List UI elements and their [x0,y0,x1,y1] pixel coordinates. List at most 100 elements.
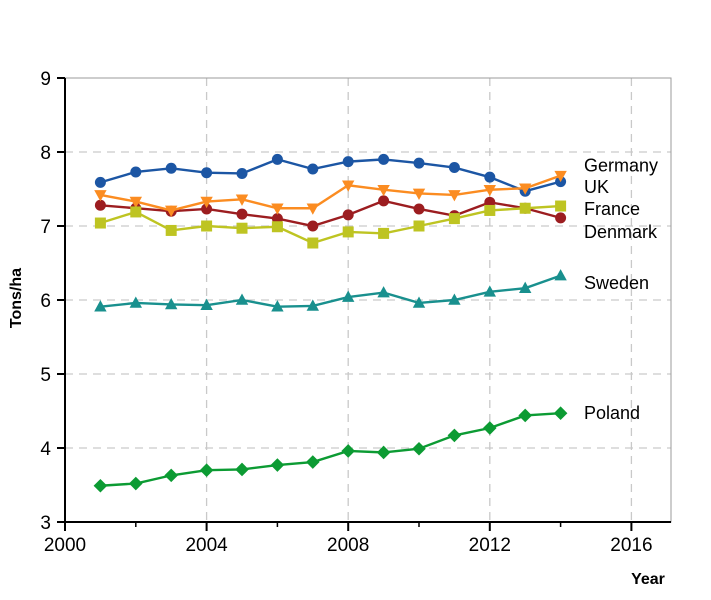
data-point [555,212,567,224]
data-point [342,209,354,221]
data-point [519,281,532,293]
series-label: Poland [584,403,640,423]
data-point [200,196,213,209]
data-point [342,180,355,192]
data-point [235,293,249,305]
x-axis-title: Year [631,571,665,588]
data-point [448,293,461,305]
data-point [376,445,391,460]
data-point [165,205,178,217]
data-point [448,190,461,202]
series-label: UK [584,177,609,197]
data-point [484,171,496,183]
series-label: France [584,199,640,219]
data-point [271,153,283,165]
data-point [93,478,108,493]
series-poland [93,406,568,493]
y-tick-label: 9 [40,69,51,90]
data-point [129,476,143,491]
data-point [448,162,460,174]
data-point [200,298,213,310]
data-point [448,213,460,225]
data-point [483,184,496,197]
x-tick-label: 2000 [44,535,86,556]
data-point [94,300,107,312]
series-label: Denmark [584,222,658,242]
data-point [235,462,249,477]
data-point [129,196,142,209]
data-point [413,203,425,215]
series-uk [94,170,567,217]
series-label: Germany [584,155,658,175]
data-point [377,184,390,197]
x-tick-label: 2012 [469,535,511,556]
plot-area: 3 4 5 6 7 8 9 2000 2004 2008 2012 2016 GermanyUKFran… [40,69,672,556]
data-point [130,166,142,178]
data-point [342,156,354,168]
data-point [306,455,320,469]
data-point [553,406,568,421]
data-point [306,299,319,311]
data-point [201,203,213,215]
data-point [129,296,142,308]
data-point [342,226,354,238]
x-tick-label: 2008 [327,535,369,556]
data-point [199,463,214,477]
data-point [164,468,178,483]
x-tick-label: 2004 [185,535,228,556]
data-point [94,199,106,211]
series-denmark [94,200,567,249]
data-point [519,183,532,195]
data-point [165,297,178,310]
data-point [270,458,285,472]
data-point [378,153,390,165]
data-point [271,300,284,312]
data-point [165,162,177,174]
data-point [165,224,177,236]
data-point [554,170,567,183]
data-point [484,204,496,216]
data-point [236,208,248,220]
data-point [306,203,319,215]
data-point [341,444,355,458]
y-tick-label: 4 [40,439,51,460]
x-tick-label: 2016 [610,535,652,556]
data-point [235,194,249,206]
data-point [518,408,532,423]
data-point [413,220,425,232]
data-point [307,237,319,249]
data-point [378,195,390,207]
data-point [412,188,426,200]
series-line [100,174,562,212]
data-point [412,441,426,456]
data-point [94,176,106,188]
data-point [378,227,390,239]
data-point [271,203,284,215]
data-point [377,286,390,298]
data-point [236,222,248,234]
data-point [201,220,213,232]
data-point [483,421,497,435]
data-point [342,290,355,302]
y-tick-label: 6 [40,291,51,312]
data-point [236,167,248,179]
data-point [447,428,462,443]
data-point [412,296,426,308]
data-point [555,200,567,212]
data-point [307,220,319,232]
y-tick-label: 5 [40,365,51,386]
series-line [100,204,561,245]
data-point [307,163,319,175]
data-point [201,167,213,179]
data-point [413,157,425,169]
y-tick-label: 3 [40,513,51,534]
data-point [94,190,107,202]
series-sweden [94,269,567,312]
y-axis-title: Tons/ha [8,268,25,328]
data-point [554,269,567,281]
data-point [483,285,496,297]
series-line [100,274,562,308]
data-point [271,221,283,233]
